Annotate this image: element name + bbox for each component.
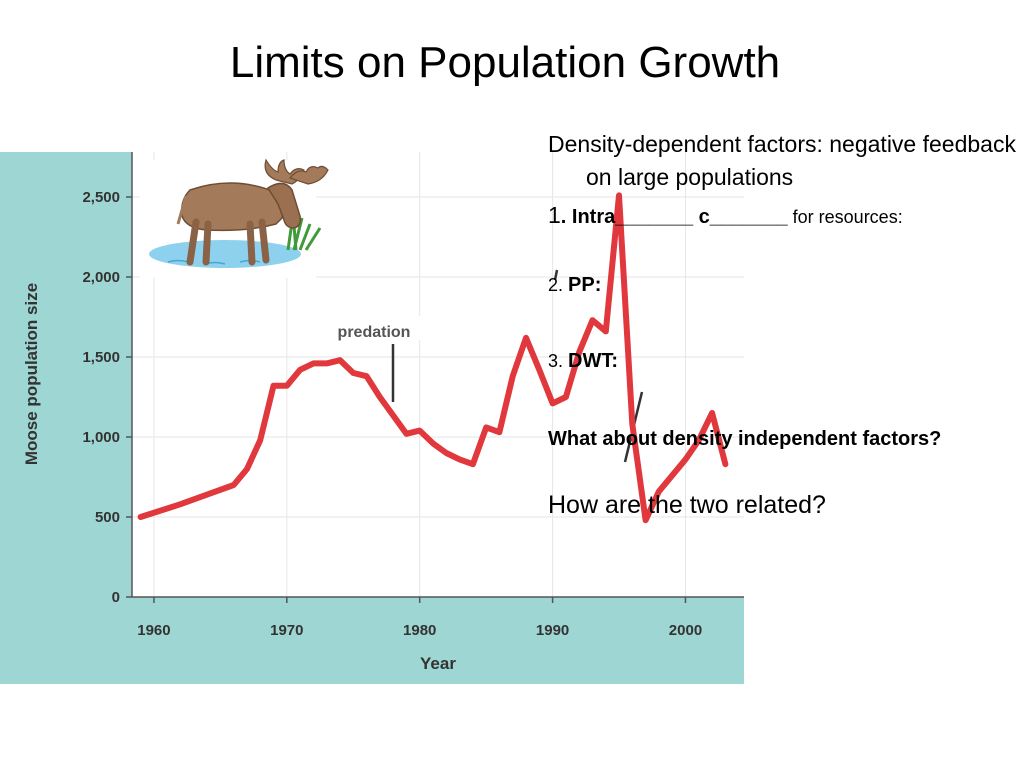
moose-icon <box>140 158 329 278</box>
density-independent-question: What about density independent factors? <box>548 428 942 450</box>
list-item-3: 3. DWT: <box>548 348 1024 374</box>
x-axis-title: Year <box>420 654 456 673</box>
annotation-mask <box>318 316 426 340</box>
series-line <box>137 192 729 524</box>
item3-number: 3. <box>548 351 569 371</box>
x-tick-label-3: 1990 <box>536 622 569 639</box>
x-tick-label-2: 1980 <box>403 622 436 639</box>
item3-bold: DWT: <box>568 350 618 372</box>
item2-bold: PP: <box>568 274 602 296</box>
x-tick-labels: 1960 1970 1980 1990 2000 <box>137 622 702 639</box>
x-tick-label-1: 1970 <box>270 622 303 639</box>
annotation-pointer-2 <box>553 269 559 281</box>
relation-question: How are the two related? <box>548 491 826 519</box>
list-item-2: 2. PP: <box>548 272 1024 298</box>
slide-title: Limits on Population Growth <box>229 38 781 87</box>
y-tick-label-3: 1,500 <box>82 349 120 366</box>
y-axis-title: Moose population size <box>22 283 41 465</box>
y-tick-label-5: 2,500 <box>82 189 120 206</box>
y-tick-labels: 0 500 1,000 1,500 2,000 2,500 <box>82 189 120 606</box>
item2-number: 2. <box>548 275 569 295</box>
item1-number: 1 <box>548 202 561 228</box>
text-panel: Density-dependent factors: negative feed… <box>548 128 1024 520</box>
axes <box>126 152 744 603</box>
chart-svg: 0 500 1,000 1,500 2,000 2,500 1960 1970 1980 199… <box>0 152 744 684</box>
list-item-1: 1. Intra_______ c_______ for resources: <box>548 202 1024 230</box>
y-tick-label-1: 500 <box>95 509 120 526</box>
density-dependent-heading: Density-dependent factors: negative feed… <box>548 131 1016 190</box>
item1-bold: . Intra_______ c_______ <box>560 206 788 228</box>
item1-rest: for resources: <box>787 207 903 227</box>
y-tick-label-0: 0 <box>112 589 120 606</box>
x-tick-label-4: 2000 <box>669 622 702 639</box>
y-tick-label-2: 1,000 <box>82 429 120 446</box>
annotation-predation: predation <box>338 324 411 341</box>
y-tick-label-4: 2,000 <box>82 269 120 286</box>
moose-population-chart: 0 500 1,000 1,500 2,000 2,500 1960 1970 1980 199… <box>0 152 744 684</box>
x-tick-label-0: 1960 <box>137 622 170 639</box>
